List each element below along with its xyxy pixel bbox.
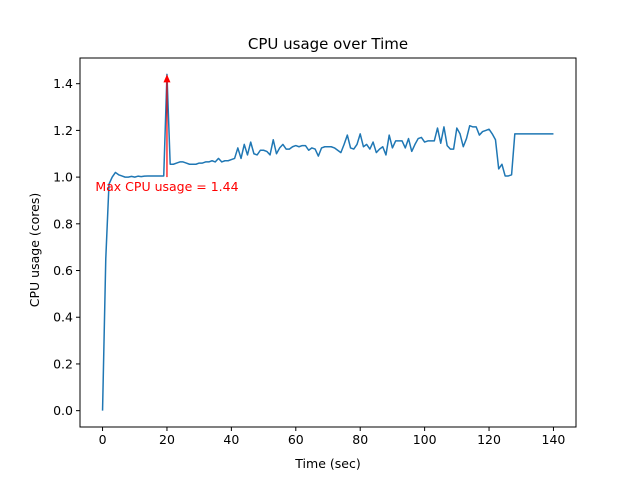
plot-area: Max CPU usage = 1.44 0 20 40 60 80 100 120 140 0.… [53, 57, 577, 447]
y-tick-label: 1.4 [53, 76, 73, 91]
y-tick-label: 0.2 [53, 356, 73, 371]
x-tick-label: 120 [477, 432, 501, 447]
y-tick-label: 0.0 [53, 403, 73, 418]
y-tick-label: 0.4 [53, 310, 73, 325]
chart-title: CPU usage over Time [248, 35, 408, 53]
x-tick-label: 60 [288, 432, 304, 447]
y-tick-label: 1.2 [53, 123, 73, 138]
y-tick-label: 0.6 [53, 263, 73, 278]
x-tick-label: 20 [159, 432, 175, 447]
x-tick-label: 0 [99, 432, 107, 447]
y-tick-label: 0.8 [53, 216, 73, 231]
x-tick-label: 80 [352, 432, 368, 447]
y-tick-label: 1.0 [53, 170, 73, 185]
x-axis-label: Time (sec) [294, 456, 360, 471]
axes-frame [79, 57, 577, 428]
y-axis-label: CPU usage (cores) [27, 193, 42, 307]
series-line-0 [101, 73, 554, 411]
x-tick-label: 100 [413, 432, 437, 447]
annotation-arrowhead [163, 74, 171, 83]
x-tick-label: 140 [542, 432, 566, 447]
x-tick-label: 40 [223, 432, 239, 447]
annotation-label: Max CPU usage = 1.44 [95, 179, 238, 194]
